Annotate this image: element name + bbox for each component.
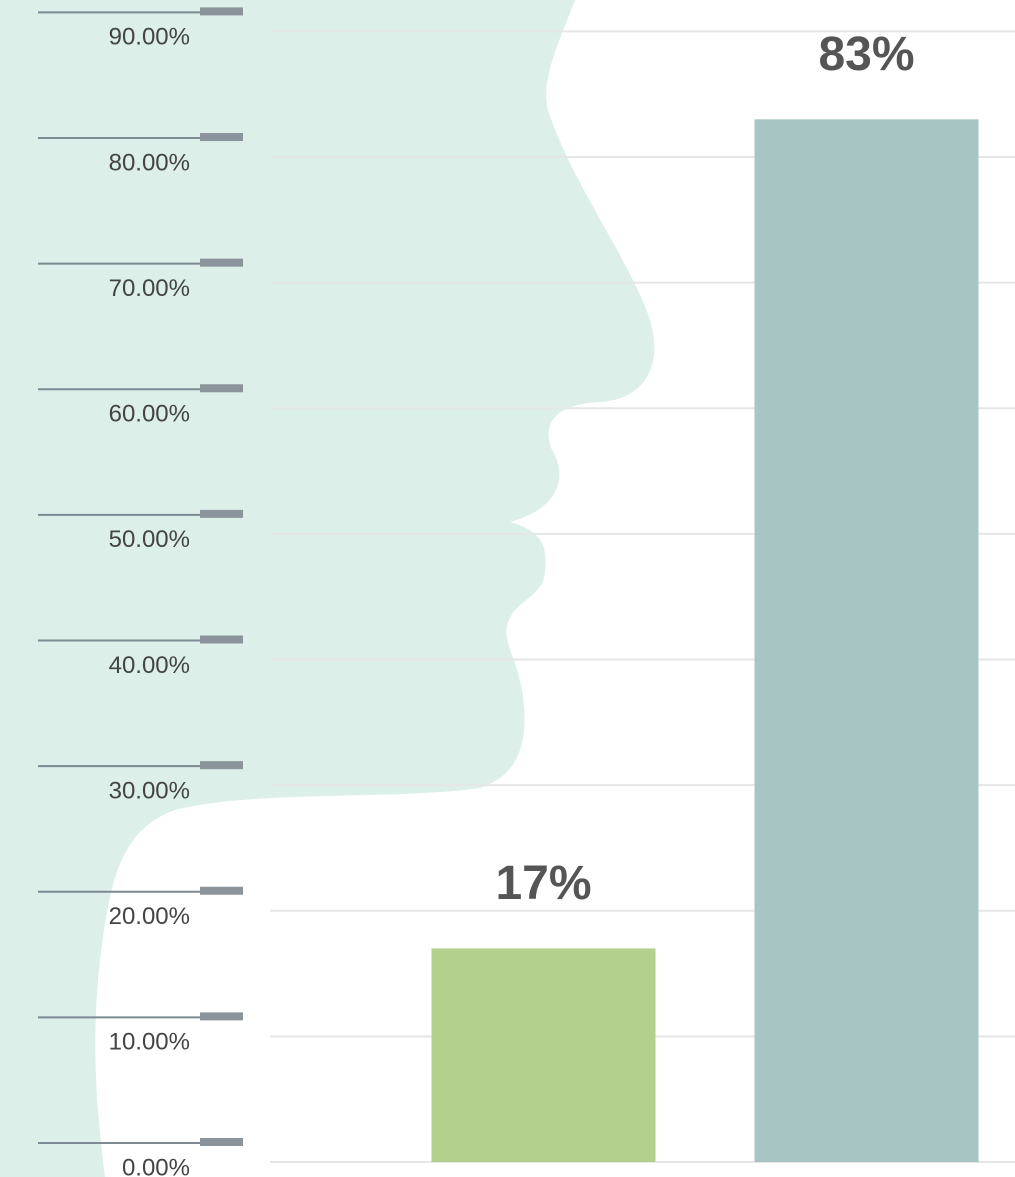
y-tick-label: 70.00% <box>109 275 190 302</box>
tick-mark <box>200 259 243 267</box>
tick-mark <box>200 7 243 15</box>
tick-mark <box>200 133 243 141</box>
tick-mark <box>200 510 243 518</box>
y-tick-label: 90.00% <box>109 24 190 51</box>
tick-mark <box>200 1012 243 1020</box>
y-tick-label: 30.00% <box>109 777 190 804</box>
y-tick-label: 60.00% <box>109 401 190 428</box>
tick-mark <box>200 761 243 769</box>
tick-mark <box>200 887 243 895</box>
bar <box>755 119 979 1162</box>
y-tick-label: 50.00% <box>109 526 190 553</box>
value-label: 83% <box>818 28 914 81</box>
tick-mark <box>200 1138 243 1146</box>
chart: 0.00% 10.00% 20.00% 30.00% 40.00% 50.00% 60.00… <box>0 0 1015 1177</box>
y-tick-label: 80.00% <box>109 149 190 176</box>
y-tick-label: 40.00% <box>109 652 190 679</box>
tick-mark <box>200 384 243 392</box>
y-tick-label: 0.00% <box>122 1154 190 1177</box>
y-tick-label: 10.00% <box>109 1029 190 1056</box>
y-tick-label: 20.00% <box>109 903 190 930</box>
bar <box>432 948 656 1162</box>
tick-mark <box>200 636 243 644</box>
value-label: 17% <box>495 857 591 910</box>
